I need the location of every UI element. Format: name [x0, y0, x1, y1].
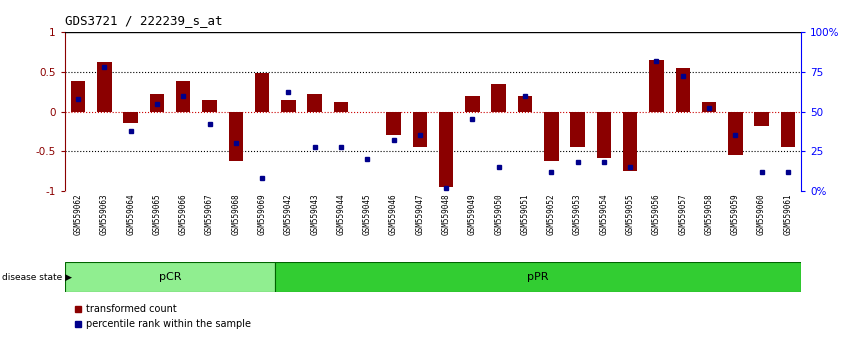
Text: GSM559056: GSM559056 — [652, 193, 661, 235]
Bar — [255, 73, 269, 112]
Text: GSM559059: GSM559059 — [731, 193, 740, 235]
Bar — [71, 81, 86, 112]
Bar — [675, 68, 690, 112]
Text: GSM559064: GSM559064 — [126, 193, 135, 235]
Text: GSM559060: GSM559060 — [757, 193, 766, 235]
Text: GSM559052: GSM559052 — [546, 193, 556, 235]
Text: GSM559066: GSM559066 — [178, 193, 188, 235]
Text: GSM559050: GSM559050 — [494, 193, 503, 235]
Bar — [150, 94, 165, 112]
Text: GSM559067: GSM559067 — [205, 193, 214, 235]
Text: GSM559045: GSM559045 — [363, 193, 372, 235]
Text: GSM559049: GSM559049 — [468, 193, 477, 235]
Bar — [333, 102, 348, 112]
Text: GSM559048: GSM559048 — [442, 193, 450, 235]
Bar — [386, 112, 401, 135]
Text: pCR: pCR — [158, 272, 181, 282]
Text: GSM559065: GSM559065 — [152, 193, 161, 235]
Bar — [203, 99, 216, 112]
Text: GSM559068: GSM559068 — [231, 193, 241, 235]
Text: GSM559044: GSM559044 — [337, 193, 346, 235]
Text: GSM559042: GSM559042 — [284, 193, 293, 235]
Bar — [412, 112, 427, 147]
Text: GSM559062: GSM559062 — [74, 193, 82, 235]
Text: GSM559063: GSM559063 — [100, 193, 109, 235]
Text: GSM559069: GSM559069 — [257, 193, 267, 235]
Bar — [780, 112, 795, 147]
Text: GSM559051: GSM559051 — [520, 193, 529, 235]
Bar — [701, 102, 716, 112]
Text: GSM559054: GSM559054 — [599, 193, 609, 235]
Bar — [571, 112, 585, 147]
Bar — [307, 94, 322, 112]
Bar — [439, 112, 454, 187]
Bar — [97, 62, 112, 112]
Bar — [597, 112, 611, 158]
Text: GSM559061: GSM559061 — [784, 193, 792, 235]
Bar — [176, 81, 191, 112]
Text: GSM559057: GSM559057 — [678, 193, 688, 235]
Bar — [124, 112, 138, 124]
Bar — [623, 112, 637, 171]
Text: GDS3721 / 222239_s_at: GDS3721 / 222239_s_at — [65, 14, 223, 27]
Bar — [65, 262, 275, 292]
Bar — [281, 99, 295, 112]
Bar — [754, 112, 769, 126]
Text: disease state ▶: disease state ▶ — [2, 273, 72, 281]
Bar — [492, 84, 506, 112]
Bar — [229, 112, 243, 161]
Text: GSM559053: GSM559053 — [573, 193, 582, 235]
Legend: transformed count, percentile rank within the sample: transformed count, percentile rank withi… — [70, 301, 255, 333]
Bar — [465, 96, 480, 112]
Bar — [518, 96, 533, 112]
Text: GSM559058: GSM559058 — [705, 193, 714, 235]
Text: GSM559046: GSM559046 — [389, 193, 398, 235]
Bar — [275, 262, 801, 292]
Bar — [544, 112, 559, 161]
Text: pPR: pPR — [527, 272, 549, 282]
Text: GSM559047: GSM559047 — [416, 193, 424, 235]
Bar — [650, 60, 663, 112]
Text: GSM559055: GSM559055 — [625, 193, 635, 235]
Bar — [728, 112, 742, 155]
Text: GSM559043: GSM559043 — [310, 193, 320, 235]
